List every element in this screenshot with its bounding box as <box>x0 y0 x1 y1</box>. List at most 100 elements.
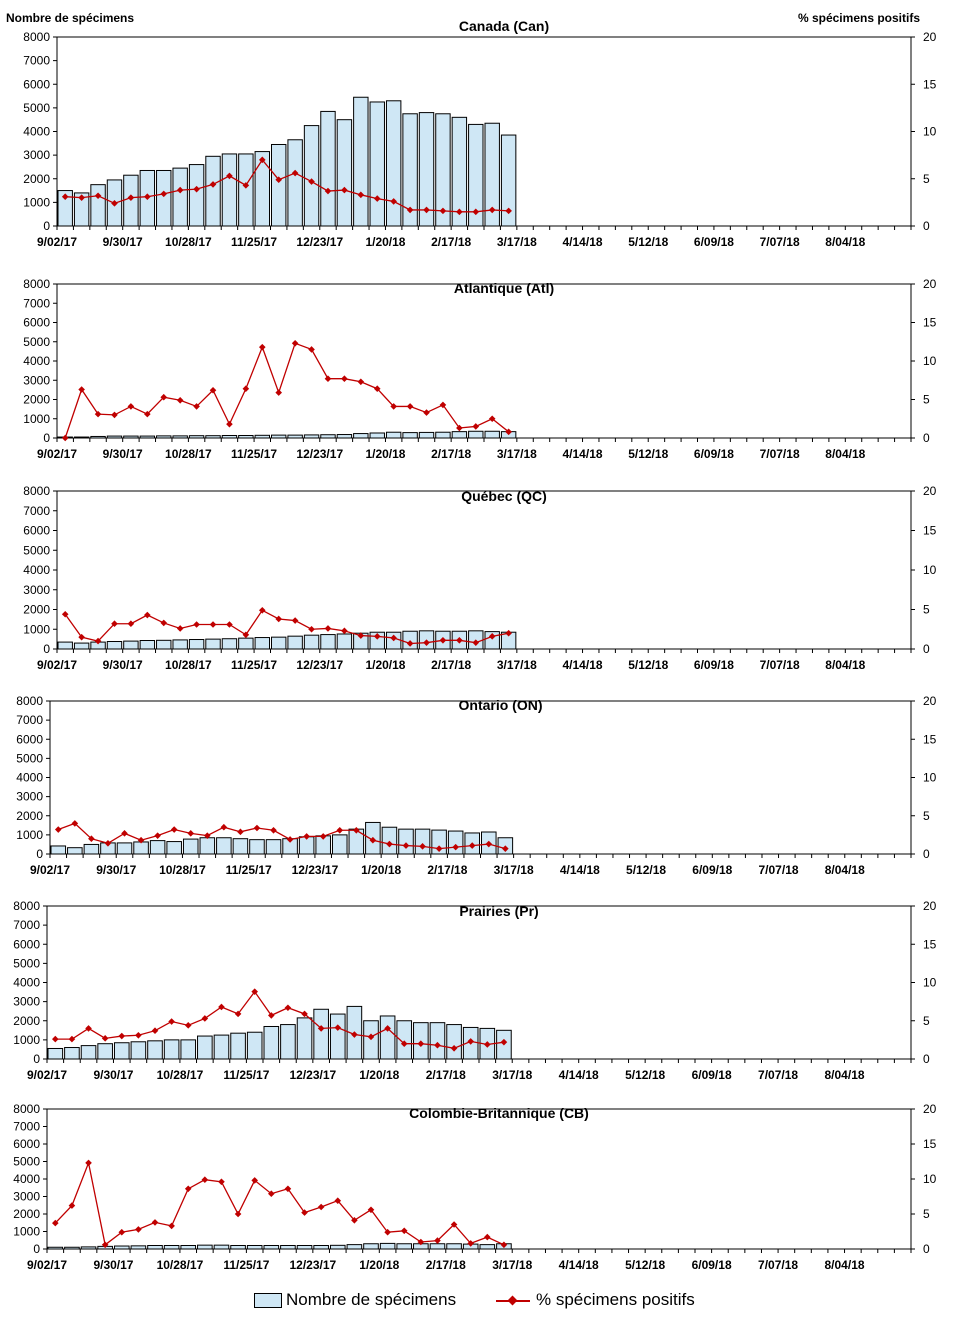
legend-label-positive: % spécimens positifs <box>536 1290 695 1309</box>
y-tick-label: 7000 <box>16 713 43 727</box>
specimen-bar <box>163 1039 180 1060</box>
specimen-bar <box>113 1245 130 1250</box>
y-tick-label: 1000 <box>13 1033 40 1047</box>
positive-point <box>317 1025 325 1032</box>
positive-point <box>500 1241 508 1249</box>
specimen-bar <box>385 100 402 227</box>
specimen-bar <box>353 96 369 227</box>
specimen-bar <box>336 633 353 650</box>
specimen-bar <box>336 119 353 227</box>
positive-point <box>242 631 250 639</box>
positive-point <box>251 1177 258 1184</box>
positive-point <box>253 824 261 832</box>
chart-title: Québec (QC) <box>461 488 547 504</box>
positive-point <box>160 190 168 198</box>
x-tick-label: 9/02/17 <box>37 658 77 672</box>
positive-point <box>270 826 277 834</box>
specimen-bar <box>303 434 320 439</box>
positive-point <box>218 1178 225 1186</box>
specimen-bar <box>221 153 238 227</box>
specimen-bar <box>172 639 188 650</box>
right-axis-title: % spécimens positifs <box>797 11 920 25</box>
specimen-bar <box>451 116 468 227</box>
positive-point <box>85 1025 92 1032</box>
specimen-bar <box>331 834 348 855</box>
positive-point <box>301 1010 308 1018</box>
positive-point <box>505 629 512 637</box>
positive-point <box>341 375 348 383</box>
specimen-bar <box>254 434 270 439</box>
y-tick-label: 5000 <box>16 751 43 765</box>
specimen-bar <box>156 435 172 439</box>
y-tick-label: 4000 <box>23 563 50 577</box>
y-tick-label: 4000 <box>23 354 50 368</box>
y-tick-label: 3000 <box>13 1190 40 1204</box>
positive-point <box>484 1041 491 1048</box>
x-tick-label: 9/30/17 <box>96 863 136 877</box>
specimen-bar <box>106 640 123 650</box>
chart-1: 0 1000 2000 3000 4000 5000 6000 7000 8000 0 5 10 15 2… <box>23 18 936 249</box>
specimen-bar <box>64 1047 80 1060</box>
specimen-bar <box>249 839 265 855</box>
y-tick-label: 0 <box>36 847 43 861</box>
specimen-bar <box>139 435 156 439</box>
specimen-bar <box>90 435 106 439</box>
y-tick-label: 6000 <box>23 316 50 330</box>
specimen-bar <box>156 169 172 227</box>
specimen-bar <box>263 1245 280 1250</box>
specimen-bar <box>230 1245 246 1250</box>
x-tick-label: 9/02/17 <box>27 1068 67 1082</box>
positive-point <box>242 385 250 393</box>
y-tick-label: 6000 <box>23 524 50 538</box>
y-tick-label: 0 <box>43 642 50 656</box>
positive-point <box>291 339 299 347</box>
x-tick-label: 1/20/18 <box>359 1068 399 1082</box>
specimen-bar <box>130 1245 147 1250</box>
specimen-bar <box>418 112 435 227</box>
specimen-bar <box>130 1041 147 1060</box>
positive-point <box>400 1227 408 1235</box>
specimen-bar <box>296 1017 313 1060</box>
y-tick-label: 4000 <box>13 976 40 990</box>
positive-point <box>423 206 430 214</box>
x-tick-label: 9/30/17 <box>103 235 143 249</box>
positive-point <box>168 1222 175 1230</box>
specimen-bar <box>254 151 270 227</box>
specimen-bar <box>163 1245 180 1250</box>
specimen-bar <box>106 435 123 439</box>
positive-point <box>111 620 118 628</box>
specimen-bar <box>363 1243 379 1250</box>
x-tick-label: 3/17/18 <box>494 863 534 877</box>
x-tick-label: 3/17/18 <box>492 1068 532 1082</box>
y-tick-label: 5000 <box>13 956 40 970</box>
positive-point <box>505 428 512 436</box>
specimen-bar <box>313 1008 329 1060</box>
positive-point <box>226 621 233 628</box>
specimen-bar <box>64 1246 80 1250</box>
y2-tick-label: 20 <box>923 30 937 44</box>
y2-tick-label: 20 <box>923 899 937 913</box>
specimen-bar <box>369 432 385 439</box>
specimen-bar <box>221 434 238 439</box>
x-tick-label: 9/02/17 <box>37 235 77 249</box>
x-tick-label: 7/07/18 <box>758 1068 798 1082</box>
y-tick-label: 4000 <box>23 125 50 139</box>
specimen-bar <box>116 842 133 855</box>
specimen-bar <box>320 110 336 227</box>
specimen-bar <box>385 431 402 439</box>
specimen-bar <box>435 113 451 227</box>
specimen-bar <box>180 1245 197 1250</box>
x-tick-label: 8/04/18 <box>825 1258 865 1272</box>
positive-point <box>94 410 102 418</box>
x-tick-label: 10/28/17 <box>159 863 206 877</box>
y-tick-label: 0 <box>43 431 50 445</box>
specimen-bar <box>303 634 320 650</box>
specimen-bar <box>346 1244 363 1250</box>
specimen-bar <box>147 1245 163 1250</box>
positive-point <box>472 208 480 216</box>
specimen-bar <box>320 634 336 650</box>
specimen-bar <box>147 1040 163 1060</box>
positive-point <box>284 1185 292 1193</box>
positive-point <box>308 178 315 185</box>
y2-tick-label: 0 <box>923 431 930 445</box>
